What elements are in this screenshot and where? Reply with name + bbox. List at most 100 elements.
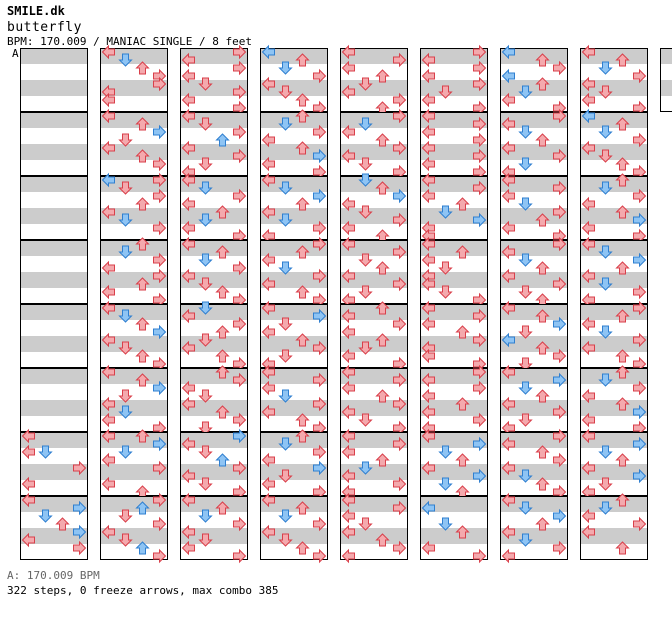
beat-stripe	[340, 208, 408, 216]
measure-border	[180, 368, 248, 432]
right-arrow-icon	[313, 460, 327, 476]
beat-stripe	[340, 112, 408, 120]
measure	[420, 496, 488, 564]
measure	[20, 48, 88, 112]
beat-stripe	[500, 304, 568, 312]
beat-stripe	[20, 88, 88, 96]
up-arrow-icon	[375, 533, 390, 547]
measure	[100, 44, 168, 112]
up-arrow-icon	[455, 245, 470, 259]
right-arrow-icon	[153, 188, 167, 204]
beat-stripe	[180, 536, 248, 544]
up-arrow-icon	[615, 261, 630, 275]
right-arrow-icon	[473, 332, 487, 348]
down-arrow-icon	[278, 117, 293, 131]
beat-stripe	[500, 504, 568, 512]
measure-border	[180, 496, 248, 560]
left-arrow-icon	[421, 404, 435, 420]
measure	[580, 236, 648, 308]
up-arrow-icon	[615, 541, 630, 555]
left-arrow-icon	[181, 52, 195, 68]
left-arrow-icon	[341, 196, 355, 212]
right-arrow-icon	[393, 436, 407, 452]
beat-stripe	[420, 408, 488, 416]
left-arrow-icon	[341, 444, 355, 460]
beat-stripe	[420, 368, 488, 376]
beat-stripe	[100, 152, 168, 160]
measure	[500, 428, 568, 500]
down-arrow-icon	[358, 285, 373, 299]
beat-stripe	[180, 272, 248, 280]
right-arrow-icon	[153, 124, 167, 140]
left-arrow-icon	[581, 196, 595, 212]
up-arrow-icon	[295, 93, 310, 107]
left-arrow-icon	[341, 468, 355, 484]
beat-stripe	[260, 408, 328, 416]
beat-stripe	[260, 304, 328, 312]
up-arrow-icon	[55, 517, 70, 531]
up-arrow-icon	[135, 317, 150, 331]
right-arrow-icon	[233, 548, 247, 564]
beat-stripe	[420, 464, 488, 472]
up-arrow-icon	[535, 213, 550, 227]
beat-stripe	[180, 432, 248, 440]
left-arrow-icon	[581, 388, 595, 404]
down-arrow-icon	[438, 261, 453, 275]
left-arrow-icon	[261, 172, 275, 188]
left-arrow-icon	[501, 92, 515, 108]
measure-border	[100, 432, 168, 496]
up-arrow-icon	[375, 389, 390, 403]
beat-stripe	[100, 368, 168, 376]
beat-stripe	[500, 120, 568, 128]
up-arrow-icon	[135, 373, 150, 387]
measure-border	[340, 304, 408, 368]
left-arrow-icon	[261, 404, 275, 420]
measure	[500, 492, 568, 564]
left-arrow-icon	[101, 364, 115, 380]
right-arrow-icon	[313, 220, 327, 236]
left-arrow-icon	[181, 220, 195, 236]
down-arrow-icon	[278, 85, 293, 99]
right-arrow-icon	[153, 548, 167, 564]
up-arrow-icon	[215, 325, 230, 339]
left-arrow-icon	[421, 140, 435, 156]
beat-stripe	[580, 208, 648, 216]
beat-stripe	[100, 376, 168, 384]
beat-stripe	[260, 368, 328, 376]
right-arrow-icon	[393, 476, 407, 492]
down-arrow-icon	[118, 509, 133, 523]
beat-stripe	[580, 344, 648, 352]
beat-stripe	[580, 88, 648, 96]
down-arrow-icon	[518, 501, 533, 515]
beat-stripe	[500, 536, 568, 544]
down-arrow-icon	[198, 277, 213, 291]
right-arrow-icon	[73, 460, 87, 476]
measure-border	[420, 496, 488, 560]
beat-stripe	[340, 176, 408, 184]
beat-stripe	[180, 120, 248, 128]
right-arrow-icon	[233, 428, 247, 444]
left-arrow-icon	[261, 44, 275, 60]
down-arrow-icon	[118, 133, 133, 147]
beat-stripe	[180, 176, 248, 184]
right-arrow-icon	[153, 156, 167, 172]
beat-stripe	[20, 248, 88, 256]
measure	[420, 172, 488, 244]
left-arrow-icon	[101, 332, 115, 348]
up-arrow-icon	[535, 341, 550, 355]
right-arrow-icon	[633, 380, 647, 396]
left-arrow-icon	[581, 460, 595, 476]
left-arrow-icon	[341, 404, 355, 420]
beat-stripe	[260, 528, 328, 536]
beat-stripe	[180, 440, 248, 448]
left-arrow-icon	[341, 548, 355, 564]
right-arrow-icon	[233, 60, 247, 76]
right-arrow-icon	[153, 492, 167, 508]
left-arrow-icon	[421, 500, 435, 516]
beat-stripe	[420, 336, 488, 344]
beat-stripe	[260, 472, 328, 480]
beat-stripe	[580, 120, 648, 128]
up-arrow-icon	[615, 53, 630, 67]
right-arrow-icon	[393, 540, 407, 556]
beat-stripe	[260, 272, 328, 280]
